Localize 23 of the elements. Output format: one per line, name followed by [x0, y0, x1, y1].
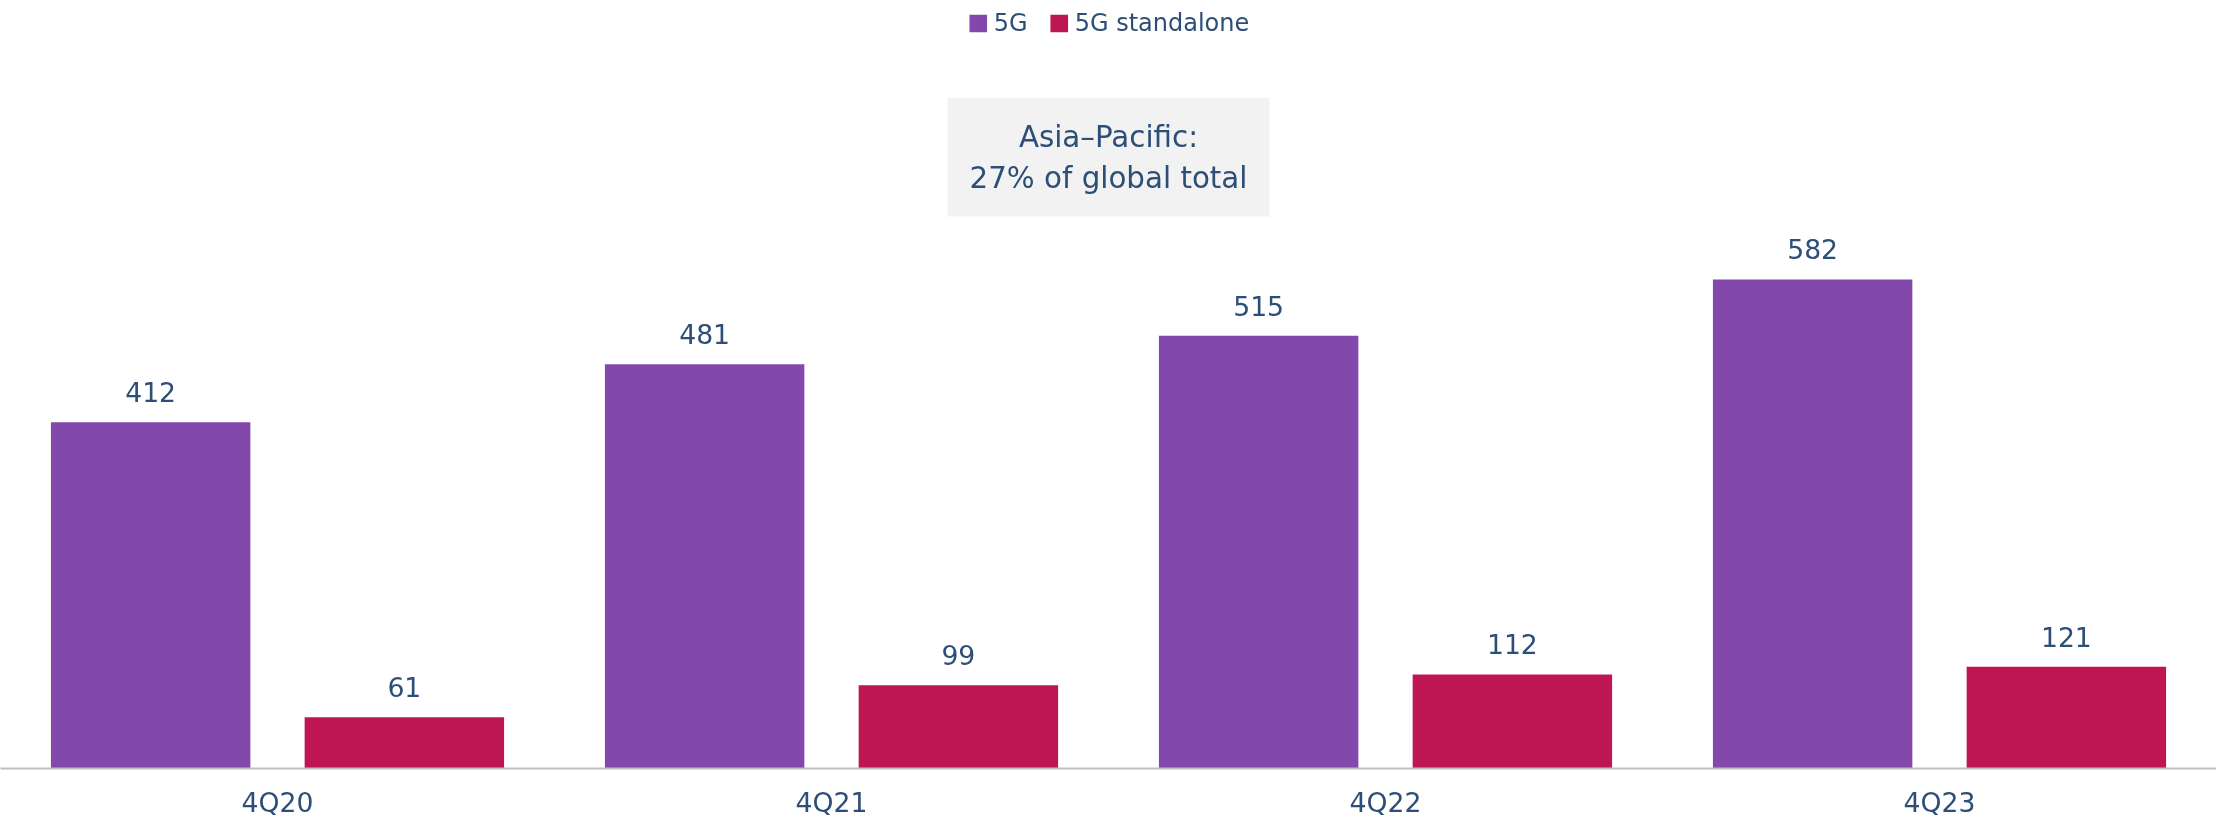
data-label: 121	[2040, 621, 2092, 653]
data-label: 112	[1486, 629, 1538, 661]
data-label: 582	[1787, 234, 1839, 266]
bar	[1412, 674, 1613, 769]
bar	[858, 685, 1059, 769]
bar	[304, 717, 505, 769]
data-label: 515	[1233, 290, 1285, 322]
x-tick-label: 4Q22	[1349, 786, 1422, 818]
data-label: 412	[125, 377, 177, 409]
bar	[50, 422, 251, 769]
bar	[1966, 666, 2167, 769]
text: Asia–Pacific: 27% of global total	[969, 119, 1248, 195]
legend-label: 5G	[993, 9, 1028, 37]
bar	[1712, 279, 1913, 769]
data-label: 99	[941, 640, 976, 672]
x-tick-label: 4Q21	[795, 786, 868, 818]
bar	[604, 364, 805, 769]
x-tick-label: 4Q20	[241, 786, 314, 818]
data-label: 61	[387, 672, 422, 704]
data-label: 481	[679, 319, 731, 351]
legend-label: 5G standalone	[1074, 9, 1250, 37]
bar	[1158, 335, 1359, 769]
x-tick-label: 4Q23	[1903, 786, 1976, 818]
